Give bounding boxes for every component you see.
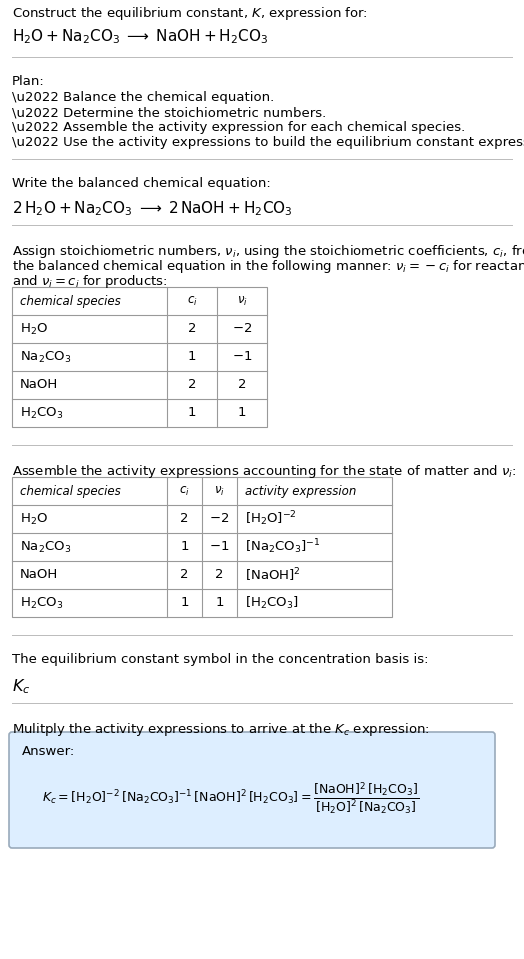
Text: $-2$: $-2$: [210, 512, 230, 526]
Text: $\mathrm{Na_2CO_3}$: $\mathrm{Na_2CO_3}$: [20, 349, 71, 364]
Text: $[\mathrm{NaOH}]^{2}$: $[\mathrm{NaOH}]^{2}$: [245, 566, 301, 584]
Text: $\mathrm{Na_2CO_3}$: $\mathrm{Na_2CO_3}$: [20, 540, 71, 554]
Text: 1: 1: [188, 407, 196, 419]
Text: 2: 2: [188, 379, 196, 391]
Text: 2: 2: [238, 379, 246, 391]
Text: 1: 1: [215, 596, 224, 610]
Text: $[\mathrm{Na_2CO_3}]^{-1}$: $[\mathrm{Na_2CO_3}]^{-1}$: [245, 538, 321, 556]
Text: 2: 2: [188, 322, 196, 336]
Text: 1: 1: [238, 407, 246, 419]
Text: Write the balanced chemical equation:: Write the balanced chemical equation:: [12, 177, 271, 190]
Text: 2: 2: [180, 512, 189, 526]
Text: $c_i$: $c_i$: [187, 294, 198, 308]
Text: and $\nu_i = c_i$ for products:: and $\nu_i = c_i$ for products:: [12, 273, 168, 290]
Text: $\mathrm{H_2O}$: $\mathrm{H_2O}$: [20, 511, 48, 526]
Bar: [12, 287, 267, 427]
Text: $-1$: $-1$: [232, 350, 252, 363]
FancyBboxPatch shape: [9, 732, 495, 848]
Text: 1: 1: [188, 350, 196, 363]
Text: $\mathrm{2\,H_2O + Na_2CO_3 \;\longrightarrow\; 2\,NaOH + H_2CO_3}$: $\mathrm{2\,H_2O + Na_2CO_3 \;\longright…: [12, 199, 293, 218]
Text: $\mathrm{H_2O}$: $\mathrm{H_2O}$: [20, 321, 48, 337]
Text: Assemble the activity expressions accounting for the state of matter and $\nu_i$: Assemble the activity expressions accoun…: [12, 463, 517, 480]
Text: NaOH: NaOH: [20, 379, 58, 391]
Text: \u2022 Use the activity expressions to build the equilibrium constant expression: \u2022 Use the activity expressions to b…: [12, 136, 524, 149]
Text: Construct the equilibrium constant, $K$, expression for:: Construct the equilibrium constant, $K$,…: [12, 5, 368, 22]
Text: $\nu_i$: $\nu_i$: [237, 294, 247, 308]
Text: 1: 1: [180, 596, 189, 610]
Text: The equilibrium constant symbol in the concentration basis is:: The equilibrium constant symbol in the c…: [12, 653, 429, 666]
Text: $c_i$: $c_i$: [179, 484, 190, 498]
Text: the balanced chemical equation in the following manner: $\nu_i = -c_i$ for react: the balanced chemical equation in the fo…: [12, 258, 524, 275]
Text: $K_c$: $K_c$: [12, 677, 30, 695]
Text: $\nu_i$: $\nu_i$: [214, 484, 225, 498]
Text: chemical species: chemical species: [20, 294, 121, 308]
Text: Assign stoichiometric numbers, $\nu_i$, using the stoichiometric coefficients, $: Assign stoichiometric numbers, $\nu_i$, …: [12, 243, 524, 260]
Text: Mulitply the activity expressions to arrive at the $K_c$ expression:: Mulitply the activity expressions to arr…: [12, 721, 430, 738]
Text: $\mathrm{H_2CO_3}$: $\mathrm{H_2CO_3}$: [20, 406, 63, 421]
Text: 2: 2: [180, 569, 189, 581]
Text: $-2$: $-2$: [232, 322, 252, 336]
Text: NaOH: NaOH: [20, 569, 58, 581]
Text: 1: 1: [180, 541, 189, 553]
Text: $-1$: $-1$: [209, 541, 230, 553]
Text: 2: 2: [215, 569, 224, 581]
Text: $\mathrm{H_2O + Na_2CO_3 \;\longrightarrow\; NaOH + H_2CO_3}$: $\mathrm{H_2O + Na_2CO_3 \;\longrightarr…: [12, 27, 268, 46]
Text: $\mathrm{H_2CO_3}$: $\mathrm{H_2CO_3}$: [20, 596, 63, 611]
Bar: [12, 477, 392, 617]
Text: $[\mathrm{H_2O}]^{-2}$: $[\mathrm{H_2O}]^{-2}$: [245, 509, 297, 528]
Text: \u2022 Determine the stoichiometric numbers.: \u2022 Determine the stoichiometric numb…: [12, 106, 326, 119]
Text: Plan:: Plan:: [12, 75, 45, 88]
Text: activity expression: activity expression: [245, 484, 356, 498]
Text: \u2022 Assemble the activity expression for each chemical species.: \u2022 Assemble the activity expression …: [12, 121, 465, 134]
Text: Answer:: Answer:: [22, 745, 75, 758]
Text: \u2022 Balance the chemical equation.: \u2022 Balance the chemical equation.: [12, 91, 274, 104]
Text: chemical species: chemical species: [20, 484, 121, 498]
Text: $[\mathrm{H_2CO_3}]$: $[\mathrm{H_2CO_3}]$: [245, 595, 299, 611]
Text: $K_c = [\mathrm{H_2O}]^{-2}\,[\mathrm{Na_2CO_3}]^{-1}\,[\mathrm{NaOH}]^{2}\,[\ma: $K_c = [\mathrm{H_2O}]^{-2}\,[\mathrm{Na…: [42, 780, 419, 816]
